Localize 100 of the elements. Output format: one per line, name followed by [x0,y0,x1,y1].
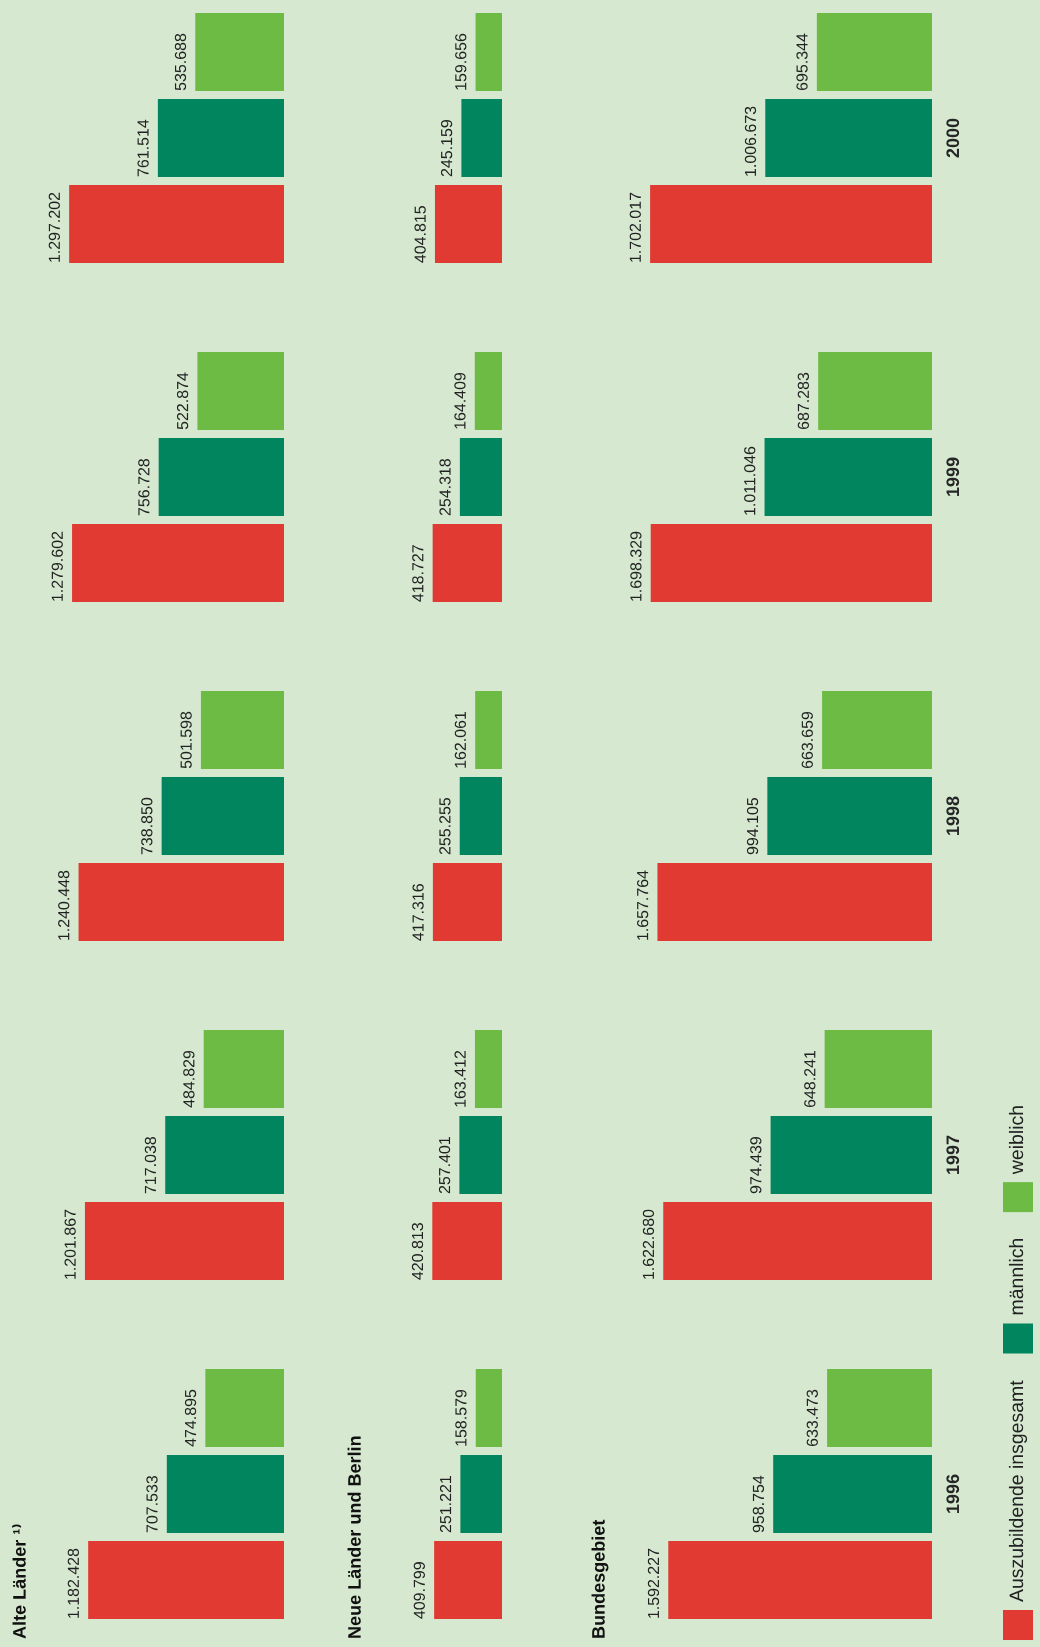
data-label: 257.401 [438,1137,451,1194]
data-label: 994.105 [746,797,759,855]
bar [88,1541,284,1620]
bar [663,1202,932,1281]
bar [158,438,284,516]
data-label: 417.316 [412,884,424,941]
y-tick-label: 1996 [946,1474,960,1513]
bar [432,1202,502,1281]
data-label: 1.698.329 [630,531,642,601]
data-label: 1.279.602 [51,531,63,601]
y-tick-label: 1998 [946,796,960,835]
data-label: 251.221 [439,1476,452,1533]
text: Auszubildende insgesamt [1008,1380,1028,1602]
bar [459,777,502,855]
bar [773,1455,932,1533]
data-label: 255.255 [439,797,451,855]
data-label: 163.412 [454,1050,466,1107]
bar [165,1116,284,1194]
data-label: 404.815 [414,206,426,263]
text: Bundesgebiet [591,1519,609,1638]
bar [434,185,502,264]
data-label: 717.038 [144,1136,157,1194]
bar [650,185,932,264]
data-label: 418.727 [412,545,424,602]
data-label: 1.201.867 [64,1209,76,1279]
data-label: 1.182.428 [67,1548,79,1618]
bar [770,1116,932,1194]
data-label: 1.622.680 [642,1209,655,1279]
data-label: 1.011.046 [744,446,756,515]
bar [657,863,932,942]
data-label: 1.240.448 [58,870,70,940]
y-tick-label: 1999 [946,457,960,496]
bar [668,1541,932,1620]
data-label: 409.799 [413,1562,425,1619]
y-tick-label: 1997 [946,1135,960,1174]
bar [203,1029,284,1108]
bar [432,863,502,942]
bar [72,524,284,603]
bar [157,99,284,177]
text: Neue Länder und Berlin [347,1436,361,1638]
data-label: 420.813 [411,1223,424,1280]
data-label: 687.283 [797,372,810,430]
bar [200,690,284,769]
data-label: 633.473 [806,1389,818,1447]
data-label: 474.895 [184,1389,197,1447]
bar [474,1029,502,1108]
bar [197,351,284,430]
bar [195,12,284,91]
data-label: 245.159 [440,120,453,177]
data-label: 501.598 [180,711,192,769]
text: männlich [1008,1238,1024,1315]
bar [460,1455,502,1533]
bar [84,1202,284,1281]
data-label: 522.874 [176,372,189,430]
data-label: 162.061 [454,711,466,768]
data-label: 738.850 [141,797,153,855]
bar [78,863,284,942]
data-label: 164.409 [454,372,466,429]
data-label: 1.592.227 [647,1548,660,1618]
data-label: 535.688 [174,33,187,91]
bar [827,1368,932,1447]
bar [69,185,284,264]
bar [816,12,932,91]
bar [166,1455,284,1533]
data-label: 1.006.673 [744,106,757,176]
bar [205,1368,284,1447]
data-label: 484.829 [183,1050,195,1108]
bar [767,777,932,855]
data-label: 254.318 [439,458,451,516]
data-label: 663.659 [801,711,813,769]
bar [765,99,932,177]
bar [459,1116,502,1194]
data-label: 1.702.017 [629,192,641,262]
data-label: 707.533 [146,1475,158,1533]
text: weiblich [1008,1106,1024,1175]
bar [461,99,502,177]
data-label: 158.579 [455,1389,467,1446]
data-label: 958.754 [752,1475,765,1533]
data-label: 159.656 [455,33,467,90]
data-label: 695.344 [796,33,808,91]
y-tick-label: 2000 [946,118,960,158]
bar [824,1029,932,1108]
bar [475,12,502,91]
bar [764,438,932,516]
bar [818,351,932,430]
data-label: 756.728 [138,458,150,516]
bar [650,524,932,603]
bar [475,1368,502,1447]
bar [474,351,502,430]
bar [434,1541,502,1620]
bar [432,524,502,603]
data-label: 974.439 [750,1137,762,1194]
data-label: 648.241 [804,1050,816,1108]
bar [459,438,502,516]
bar [822,690,932,769]
data-label: 1.657.764 [636,870,649,940]
bar [161,777,284,855]
text: Alte Länder ¹⁾ [12,1524,26,1639]
data-label: 1.297.202 [48,192,60,262]
bar [475,690,502,769]
